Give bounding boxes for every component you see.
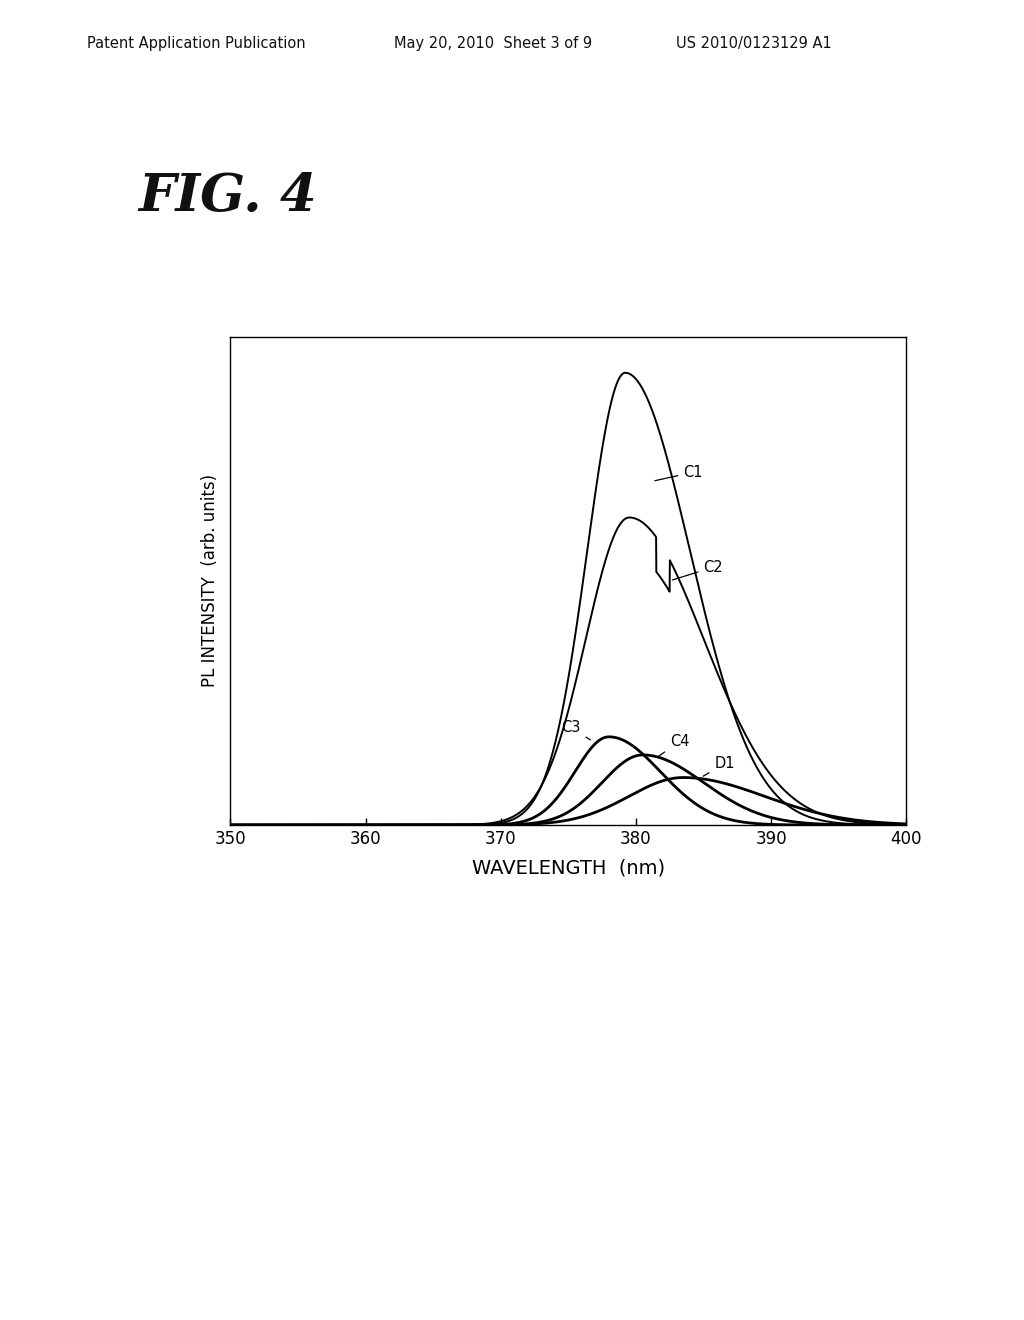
Text: US 2010/0123129 A1: US 2010/0123129 A1 — [676, 36, 831, 50]
Text: C3: C3 — [561, 721, 590, 739]
Text: Patent Application Publication: Patent Application Publication — [87, 36, 306, 50]
Text: D1: D1 — [703, 756, 735, 776]
Text: C2: C2 — [673, 560, 723, 579]
Text: FIG. 4: FIG. 4 — [138, 172, 317, 222]
Text: C1: C1 — [654, 465, 702, 480]
Y-axis label: PL INTENSITY  (arb. units): PL INTENSITY (arb. units) — [202, 474, 219, 688]
Text: May 20, 2010  Sheet 3 of 9: May 20, 2010 Sheet 3 of 9 — [394, 36, 592, 50]
X-axis label: WAVELENGTH  (nm): WAVELENGTH (nm) — [472, 859, 665, 878]
Text: C4: C4 — [658, 734, 689, 756]
